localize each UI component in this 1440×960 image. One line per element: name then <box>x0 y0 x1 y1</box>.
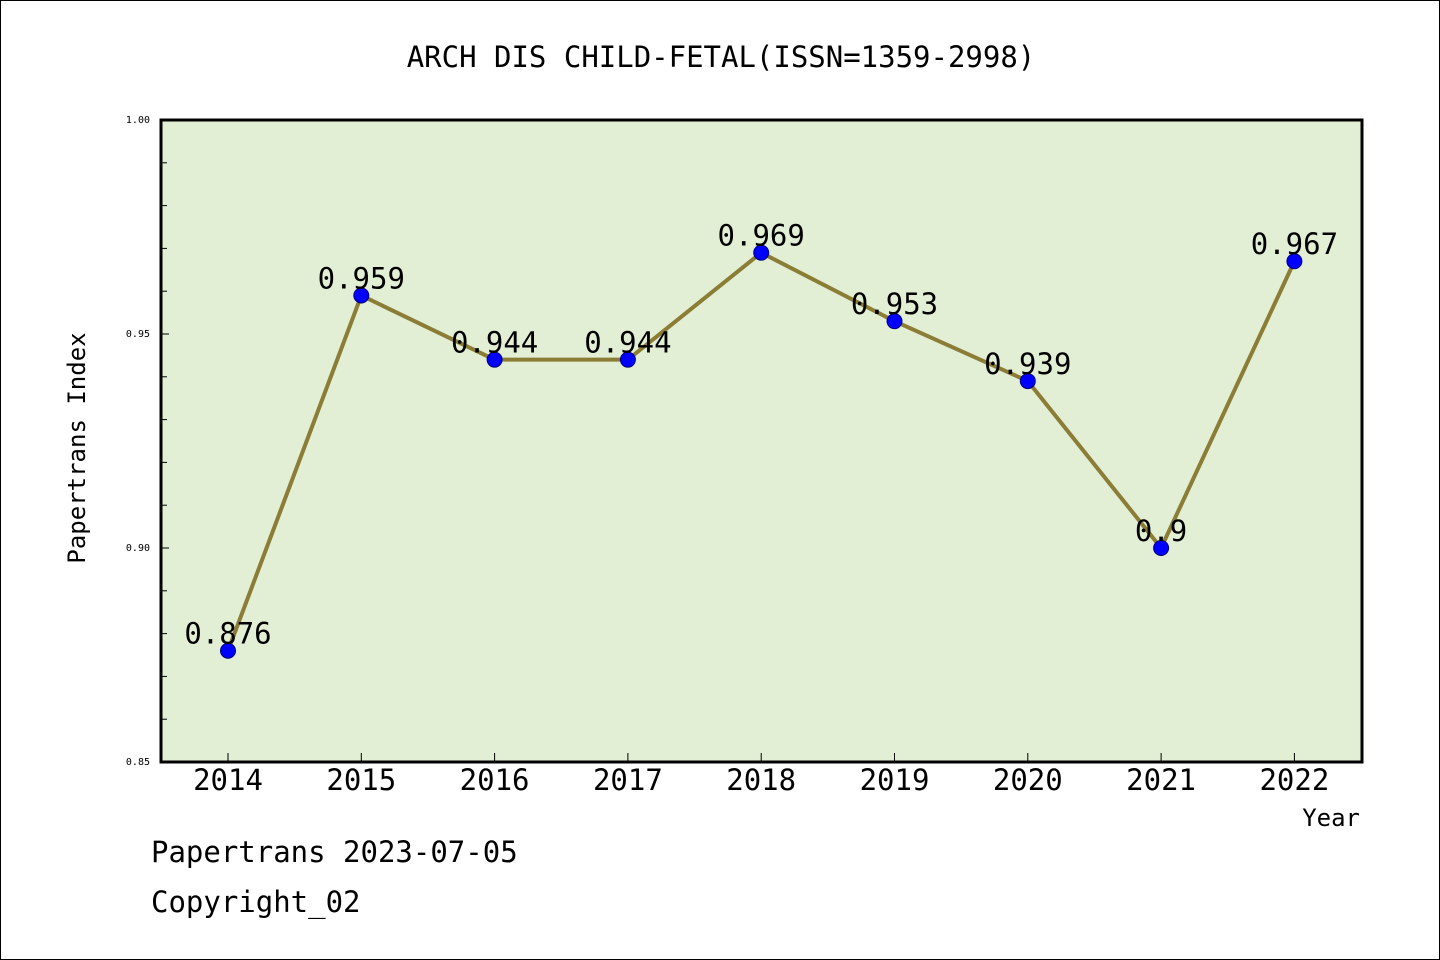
x-tick-label: 2019 <box>860 763 930 797</box>
data-label-2014: 0.876 <box>184 617 271 651</box>
y-axis-label: Papertrans Index <box>63 332 91 563</box>
data-point-2017 <box>619 351 636 368</box>
data-point-2019 <box>886 313 903 330</box>
data-point-2020 <box>1019 373 1036 390</box>
x-tick-label: 2014 <box>193 763 263 797</box>
data-label-2022: 0.967 <box>1251 227 1338 261</box>
data-point-2022 <box>1286 253 1303 270</box>
data-label-2020: 0.939 <box>984 347 1071 381</box>
data-point-2018 <box>753 244 770 261</box>
data-label-2021: 0.9 <box>1135 514 1187 548</box>
y-tick-label: 0.85 <box>126 757 150 768</box>
x-tick-label: 2020 <box>993 763 1063 797</box>
plot-area <box>159 118 1364 764</box>
data-labels: 0.876 0.959 0.944 0.944 0.969 0.953 0.939 0.9 0.… <box>184 219 1338 651</box>
x-tick-label: 2017 <box>593 763 663 797</box>
x-tick-label: 2018 <box>726 763 796 797</box>
data-label-2017: 0.944 <box>584 326 671 360</box>
y-tick-label: 0.95 <box>126 329 150 340</box>
x-tick-label: 2016 <box>460 763 530 797</box>
data-markers <box>220 244 1303 659</box>
x-axis-label: Year <box>1302 804 1360 832</box>
x-tick-label: 2021 <box>1126 763 1196 797</box>
data-label-2016: 0.944 <box>451 326 538 360</box>
footer-copyright: Copyright_02 <box>151 885 361 919</box>
data-label-2015: 0.959 <box>318 261 405 295</box>
y-axis-ticks: 0.85 0.90 0.95 1.00 <box>126 115 169 768</box>
footer-date: Papertrans 2023-07-05 <box>151 835 518 869</box>
data-point-2021 <box>1153 540 1170 556</box>
data-point-2014 <box>220 642 236 659</box>
y-tick-label: 1.00 <box>126 115 150 126</box>
data-label-2019: 0.953 <box>851 287 938 321</box>
data-point-2015 <box>353 287 370 304</box>
chart-title: ARCH DIS CHILD-FETAL(ISSN=1359-2998) <box>407 40 1036 74</box>
x-tick-label: 2022 <box>1259 763 1329 797</box>
y-tick-label: 0.90 <box>126 543 150 554</box>
x-axis-ticks: 2014 2015 2016 2017 2018 2019 2020 2021 2022 <box>193 753 1329 797</box>
x-tick-label: 2015 <box>326 763 396 797</box>
data-label-2018: 0.969 <box>718 219 805 253</box>
data-point-2016 <box>486 351 503 368</box>
